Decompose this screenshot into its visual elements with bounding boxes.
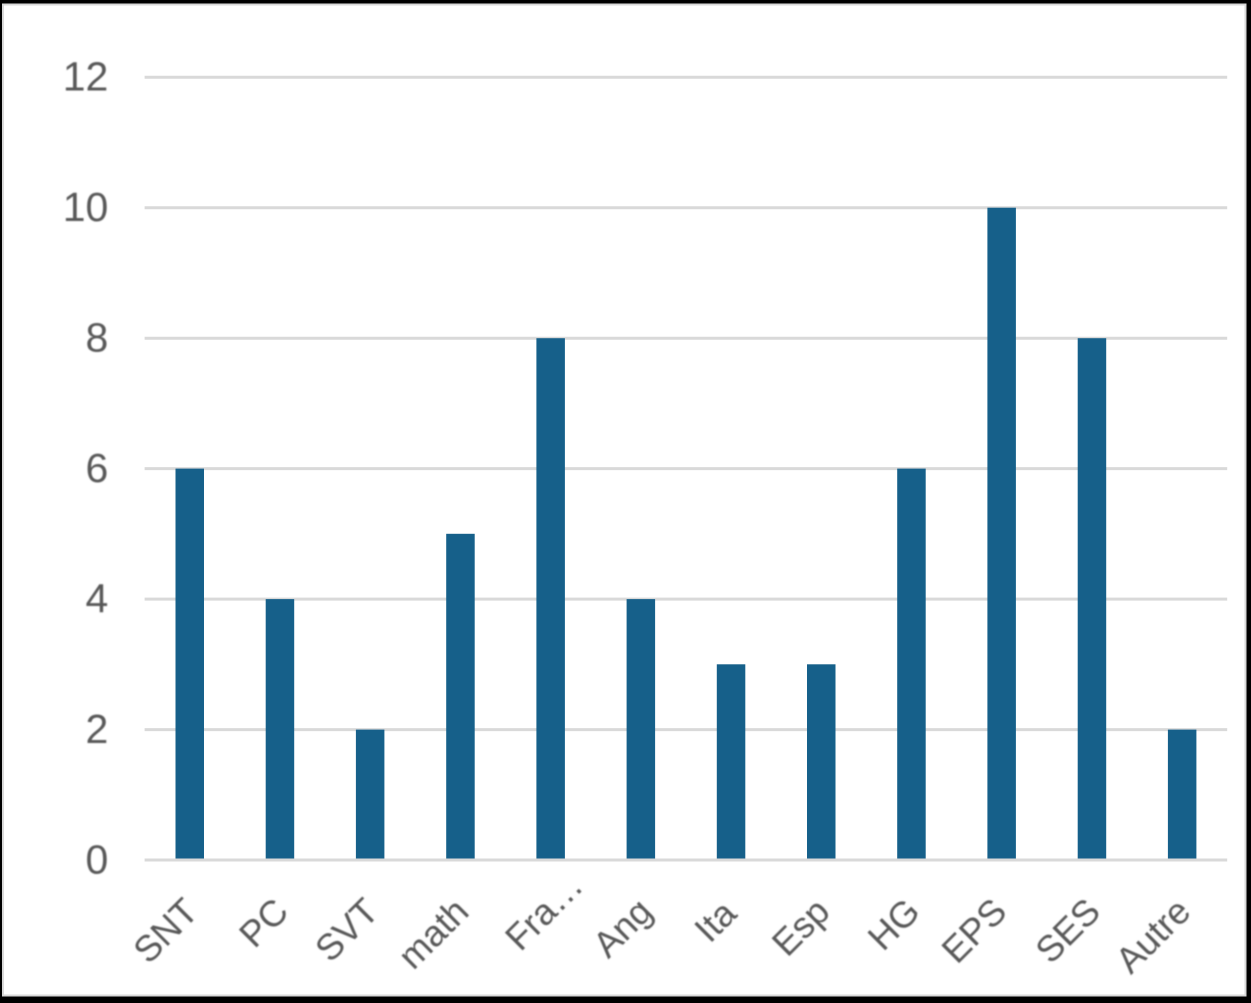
svg-text:12: 12 <box>63 54 109 100</box>
svg-text:10: 10 <box>63 184 109 230</box>
svg-text:0: 0 <box>85 836 108 882</box>
svg-text:2: 2 <box>85 706 108 752</box>
svg-text:8: 8 <box>85 315 108 361</box>
svg-text:6: 6 <box>85 445 108 491</box>
svg-text:4: 4 <box>85 575 108 621</box>
